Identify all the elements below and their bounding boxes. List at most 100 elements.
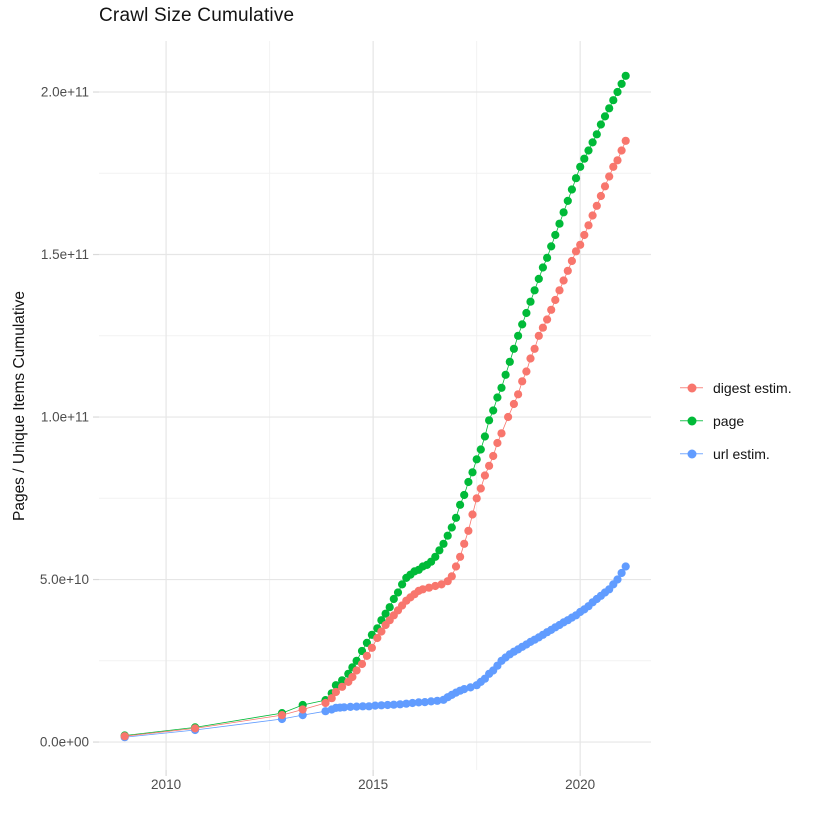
y-tick-label: 1.0e+11	[41, 410, 89, 425]
data-point	[538, 323, 548, 332]
data-point	[120, 732, 129, 741]
data-point	[348, 672, 357, 682]
data-point	[468, 510, 477, 519]
legend-item-digest-estim: digest estim.	[680, 371, 792, 404]
data-point	[352, 666, 361, 675]
data-point	[518, 320, 527, 329]
data-point	[538, 263, 548, 272]
data-point	[383, 700, 392, 710]
data-point	[617, 568, 626, 578]
data-point	[427, 697, 436, 706]
data-point	[480, 471, 489, 480]
data-point	[563, 266, 572, 275]
data-point	[621, 562, 630, 571]
data-point	[298, 705, 307, 714]
data-point	[435, 546, 444, 555]
data-point	[460, 490, 469, 500]
data-point	[373, 633, 382, 643]
data-point	[613, 575, 622, 584]
data-point	[613, 87, 622, 97]
data-point	[567, 185, 577, 194]
data-point	[509, 344, 518, 353]
data-point	[321, 707, 330, 716]
data-point	[377, 701, 386, 710]
gridlines-minor	[99, 41, 651, 770]
data-point	[358, 702, 367, 711]
data-point	[605, 172, 614, 181]
data-point	[617, 79, 626, 88]
data-point	[588, 211, 597, 220]
y-tick-label: 1.5e+11	[41, 247, 89, 262]
data-point	[456, 552, 465, 561]
data-point	[567, 256, 577, 266]
data-point	[559, 276, 568, 285]
data-point	[580, 154, 589, 163]
data-point	[476, 484, 485, 493]
gridlines-major	[99, 41, 651, 770]
data-point	[357, 659, 367, 669]
point-icon	[687, 383, 696, 392]
data-point	[580, 230, 589, 240]
data-point	[534, 274, 543, 283]
data-point	[530, 344, 539, 353]
data-point	[576, 240, 585, 249]
data-point	[476, 445, 485, 454]
data-point	[472, 494, 481, 503]
data-point	[584, 221, 593, 230]
x-tick-label: 2020	[565, 777, 595, 792]
data-point	[346, 702, 355, 712]
data-point	[396, 700, 405, 709]
data-point	[321, 698, 330, 708]
data-point	[431, 581, 440, 591]
data-point	[451, 513, 461, 522]
data-point	[447, 572, 456, 581]
data-point	[522, 308, 531, 318]
data-point	[543, 253, 552, 262]
data-point	[437, 580, 446, 589]
x-tick-label: 2015	[358, 777, 388, 792]
data-point	[543, 315, 552, 324]
data-point	[385, 603, 394, 612]
data-point	[420, 698, 429, 707]
series-line	[124, 566, 627, 738]
data-point	[613, 156, 622, 165]
data-point	[559, 208, 568, 217]
data-point	[534, 331, 543, 340]
legend-item-page: page	[680, 404, 792, 437]
legend-key-url	[680, 448, 703, 459]
x-tick-label: 2010	[151, 777, 181, 792]
chart-title: Crawl Size Cumulative	[99, 5, 295, 26]
data-point	[464, 526, 473, 535]
series-url-estim	[120, 562, 630, 742]
data-point	[571, 174, 581, 183]
data-point	[393, 588, 403, 597]
point-icon	[687, 416, 696, 425]
data-point	[596, 191, 606, 201]
data-point	[588, 138, 597, 147]
data-point	[327, 694, 336, 703]
data-point	[447, 523, 456, 532]
data-point	[331, 681, 340, 690]
y-tick-label: 0.0e+00	[40, 735, 89, 750]
data-point	[398, 580, 407, 589]
data-point	[592, 201, 601, 210]
data-point	[371, 701, 380, 710]
data-point	[338, 682, 347, 691]
data-point	[592, 130, 601, 139]
data-point	[331, 687, 340, 697]
data-point	[609, 162, 618, 171]
data-point	[576, 162, 585, 171]
legend-key-digest	[680, 382, 703, 393]
data-point	[338, 676, 347, 685]
data-point	[451, 562, 461, 571]
data-point	[485, 416, 494, 425]
data-point	[584, 146, 593, 155]
point-icon	[687, 449, 696, 458]
data-point	[389, 594, 398, 604]
series-page	[120, 71, 630, 740]
data-point	[504, 412, 513, 422]
data-point	[191, 724, 200, 733]
x-tick-labels: 2010 2015 2020	[151, 777, 595, 792]
